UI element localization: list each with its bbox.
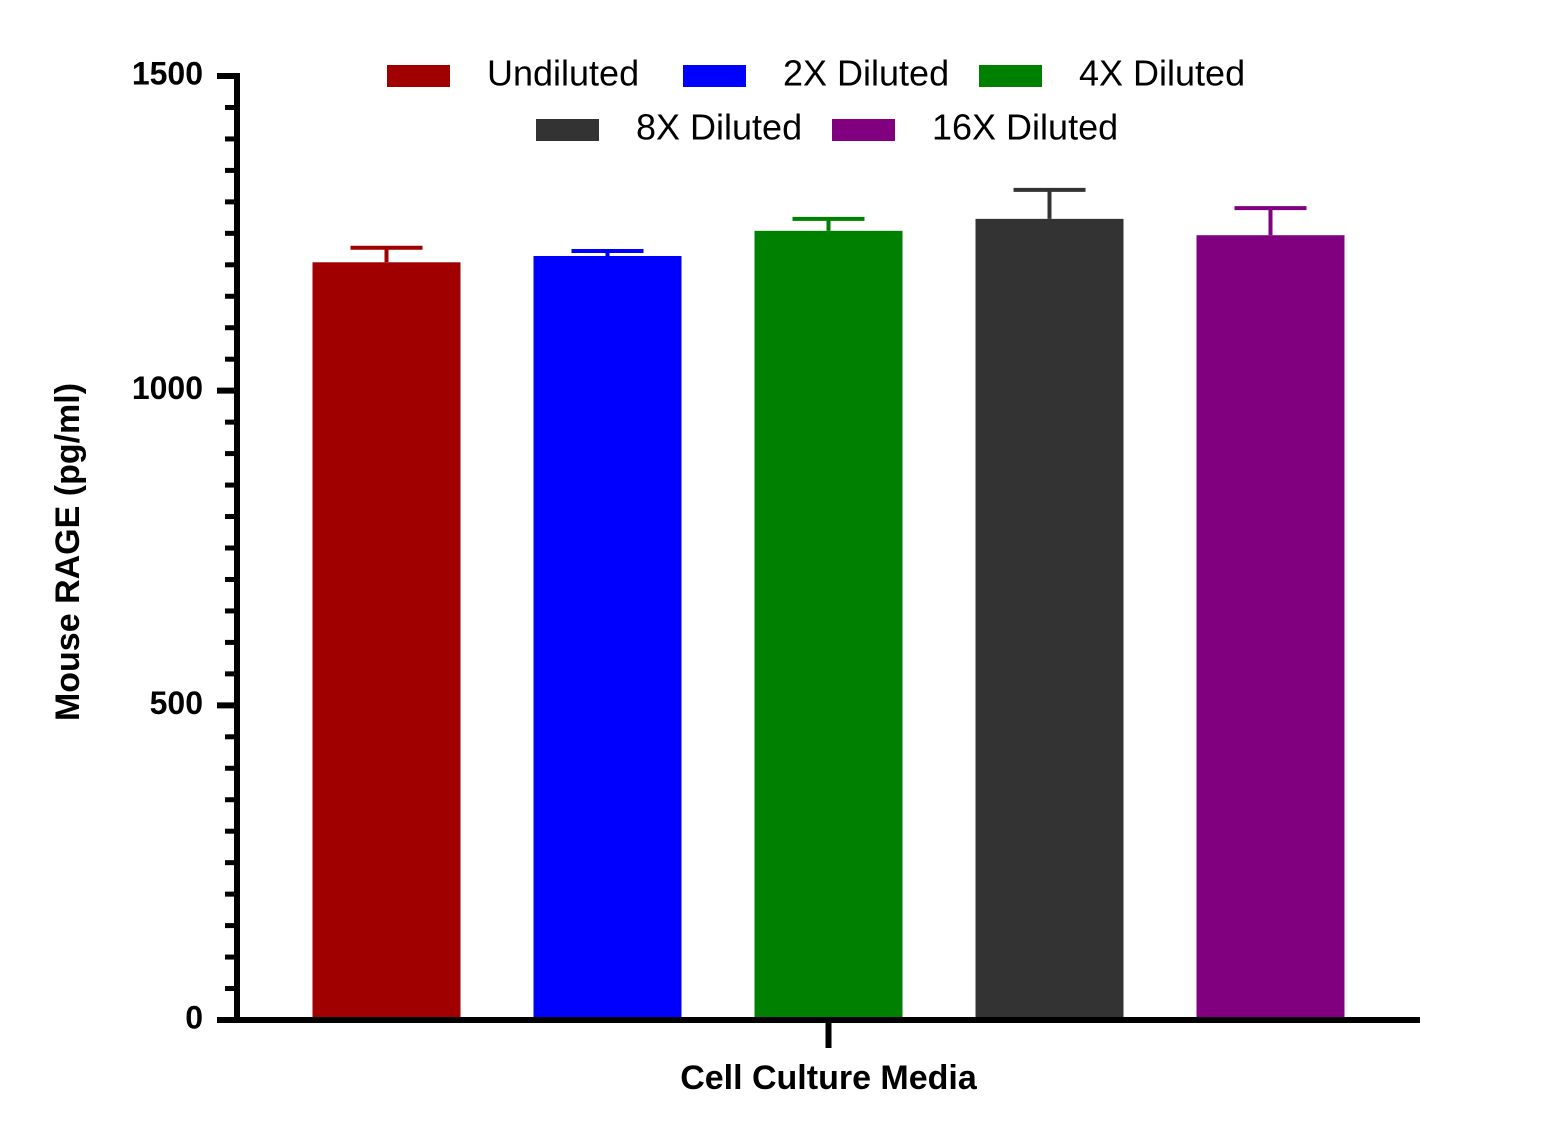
bar bbox=[533, 255, 682, 1021]
legend-swatch bbox=[832, 119, 895, 141]
bar bbox=[975, 218, 1124, 1021]
x-tick-label: Cell Culture Media bbox=[680, 1059, 978, 1097]
legend-swatch bbox=[979, 65, 1042, 87]
y-tick-label: 1500 bbox=[132, 55, 203, 91]
bar bbox=[312, 262, 461, 1020]
legend-swatch bbox=[683, 65, 746, 87]
error-bar bbox=[792, 216, 865, 231]
legend-label: Undiluted bbox=[487, 53, 639, 94]
error-bar bbox=[1013, 187, 1086, 219]
y-tick-label: 500 bbox=[150, 685, 203, 721]
y-tick-label: 1000 bbox=[132, 370, 203, 406]
error-bar bbox=[1234, 206, 1307, 236]
y-tick-label: 0 bbox=[185, 999, 203, 1035]
bar bbox=[1196, 235, 1345, 1021]
legend-swatch bbox=[536, 119, 599, 141]
error-bar bbox=[350, 245, 423, 263]
bar bbox=[754, 230, 903, 1021]
y-axis-title: Mouse RAGE (pg/ml) bbox=[49, 383, 87, 721]
legend-swatch bbox=[387, 65, 450, 87]
legend-label: 16X Diluted bbox=[932, 107, 1118, 148]
legend-label: 2X Diluted bbox=[783, 53, 949, 94]
legend-label: 8X Diluted bbox=[636, 107, 802, 148]
legend-label: 4X Diluted bbox=[1079, 53, 1245, 94]
error-bar bbox=[571, 248, 644, 256]
